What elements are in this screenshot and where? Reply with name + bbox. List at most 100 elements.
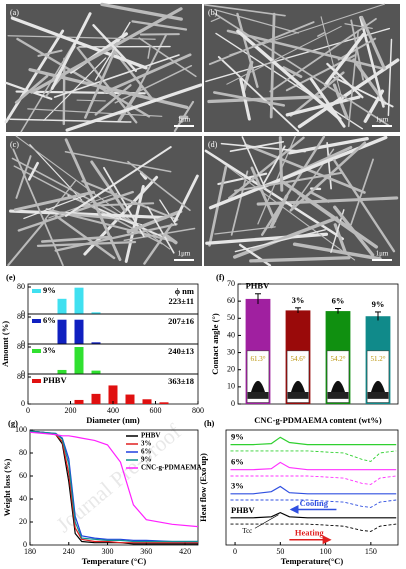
y-tick-label: 0 (21, 399, 25, 408)
fiber (103, 166, 145, 238)
fiber (210, 17, 221, 23)
category-label: 6% (332, 295, 345, 305)
fiber (278, 136, 284, 192)
fiber (64, 146, 172, 217)
series-label: 6% (231, 457, 244, 467)
y-tick-label: 10 (227, 382, 235, 391)
bar (142, 399, 152, 404)
y-tick-label: 20 (227, 365, 235, 374)
pointer (254, 514, 279, 529)
category-label: PHBV (246, 281, 270, 291)
fiber (54, 214, 116, 260)
fiber (50, 12, 92, 90)
bar (91, 312, 101, 314)
panel-label: (e) (6, 272, 16, 282)
fiber (214, 226, 276, 235)
fiber (9, 209, 167, 220)
y-tick-label: 0 (23, 540, 27, 549)
fiber (92, 24, 138, 72)
fiber (76, 99, 106, 102)
fiber (146, 206, 175, 254)
fiber (7, 35, 156, 40)
x-axis-label: Temperature (°C) (82, 556, 147, 566)
fiber (17, 190, 134, 232)
fiber (81, 180, 179, 221)
fiber (41, 235, 113, 243)
line-dashed (230, 475, 397, 485)
category-label: 9% (372, 299, 385, 309)
plot-frame (29, 429, 199, 546)
bar (57, 298, 67, 314)
fiber (16, 37, 151, 118)
fiber (139, 171, 148, 180)
value-label: 54.6° (290, 355, 305, 363)
x-axis-label: Temperature(°C) (281, 556, 344, 566)
fiber (53, 54, 180, 98)
bar (91, 370, 101, 374)
fiber (10, 16, 148, 70)
fiber (269, 12, 276, 119)
fiber (333, 205, 375, 257)
fiber (269, 17, 377, 93)
substrate (367, 392, 389, 399)
fiber (360, 15, 386, 70)
line (230, 436, 397, 446)
x-tick-label: 0 (233, 547, 237, 556)
line (29, 430, 198, 544)
scale-label: 1μm (178, 250, 191, 258)
fiber (289, 71, 345, 117)
legend-label: 6% (141, 448, 152, 456)
panel-label: (d) (208, 140, 218, 149)
legend-swatch (32, 289, 41, 293)
fiber (14, 74, 49, 104)
fiber (233, 171, 343, 192)
bar (74, 319, 84, 344)
fiber (350, 158, 374, 226)
y-tick-label: 0 (231, 399, 235, 408)
fiber (350, 19, 365, 81)
fiber (84, 47, 117, 119)
annotation: Heating (295, 527, 325, 537)
bar (108, 385, 118, 404)
series-label: 9% (231, 432, 244, 442)
fiber (214, 13, 391, 128)
y-tick-label: 30 (227, 347, 235, 356)
annotation: 223±11 (169, 296, 194, 306)
bar (91, 393, 101, 404)
fiber (230, 170, 249, 236)
y-axis-label: Amount (%) (0, 321, 10, 367)
y-tick-label: 60 (19, 471, 27, 480)
fiber (205, 232, 329, 245)
y-tick-label: 80 (17, 282, 25, 291)
x-tick-label: 0 (26, 406, 30, 415)
y-tick-label: 80 (17, 312, 25, 321)
fiber (12, 148, 64, 267)
fiber (296, 192, 357, 235)
fiber (226, 25, 342, 85)
line (230, 485, 397, 495)
fiber (317, 32, 325, 37)
fiber (344, 23, 373, 30)
line-dashed (230, 499, 397, 508)
y-tick-label: 80 (17, 372, 25, 381)
y-tick-label: 0 (21, 309, 25, 318)
y-tick-label: 40 (19, 494, 27, 503)
fiber (359, 16, 385, 108)
fiber (207, 95, 324, 104)
legend-label: CNC-g-PDMAEMA (141, 464, 202, 472)
legend-swatch (32, 349, 41, 353)
x-tick-label: 180 (24, 547, 36, 556)
fiber (289, 141, 367, 212)
fiber (138, 37, 197, 78)
y-tick-label: 80 (19, 448, 27, 457)
legend-label: 3% (141, 440, 152, 448)
fiber (13, 190, 96, 212)
fiber (250, 166, 277, 223)
x-axis-label: Diameter (nm) (86, 415, 140, 425)
bar (159, 402, 169, 404)
fiber (4, 29, 65, 124)
x-axis-label: CNC-g-PDMAEMA content (wt%) (254, 415, 382, 425)
value-label: 51.2° (370, 355, 385, 363)
fiber (326, 141, 332, 190)
